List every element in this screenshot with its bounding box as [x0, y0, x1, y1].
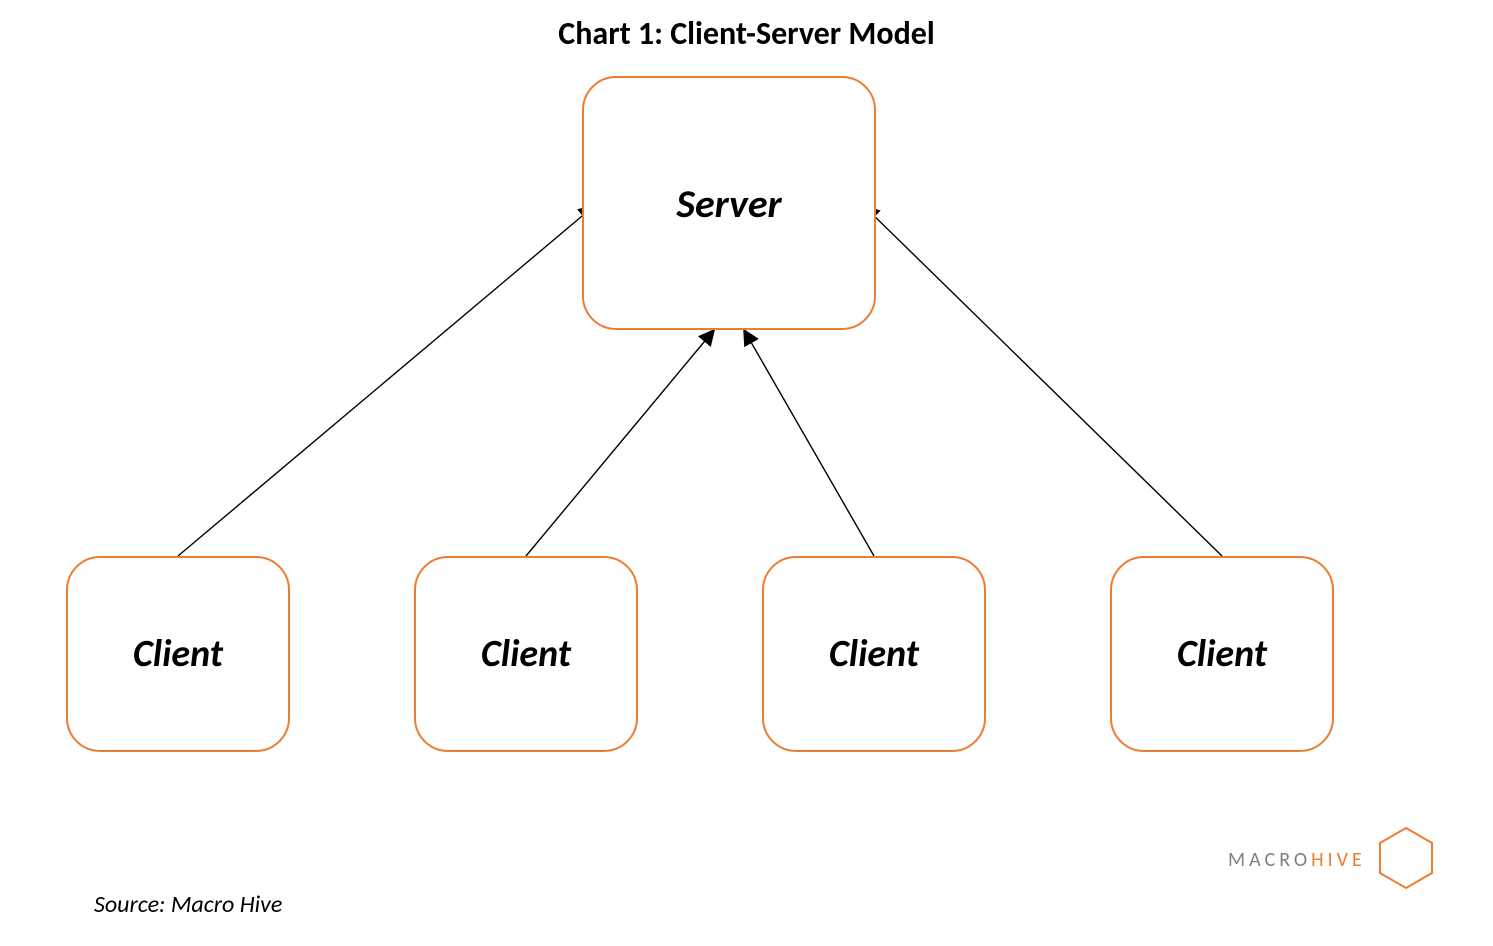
- edge-client1-server: [178, 206, 594, 556]
- node-label: Client: [1177, 631, 1267, 677]
- chart-title: Chart 1: Client-Server Model: [0, 14, 1493, 53]
- macrohive-logo: MACROHIVE: [1228, 848, 1366, 872]
- edge-client4-server: [864, 206, 1222, 556]
- node-client3: Client: [762, 556, 986, 752]
- node-label: Client: [481, 631, 571, 677]
- source-credit: Source: Macro Hive: [94, 890, 282, 919]
- node-client4: Client: [1110, 556, 1334, 752]
- logo-text-hive: HIVE: [1311, 848, 1366, 872]
- node-label: Client: [133, 631, 223, 677]
- edge-client3-server: [744, 330, 874, 556]
- node-client2: Client: [414, 556, 638, 752]
- node-client1: Client: [66, 556, 290, 752]
- node-label: Client: [829, 631, 919, 677]
- hexagon-icon: [1378, 826, 1434, 890]
- edge-client2-server: [526, 330, 714, 556]
- node-server: Server: [582, 76, 876, 330]
- node-label: Server: [676, 179, 781, 228]
- logo-text-macro: MACRO: [1228, 848, 1311, 872]
